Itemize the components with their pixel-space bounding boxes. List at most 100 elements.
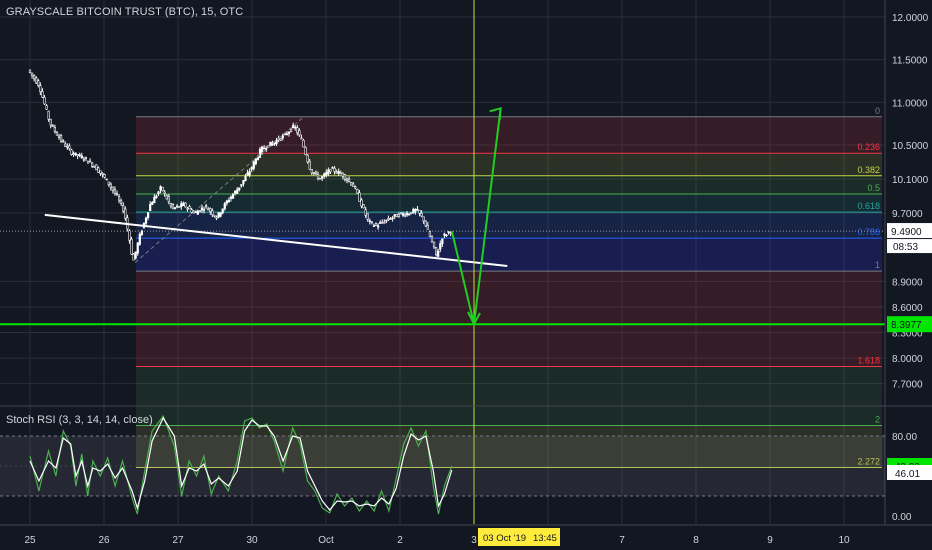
candle-body [64,143,67,147]
candle-body [130,238,133,255]
candle-body [372,225,376,227]
candle-body [401,213,405,216]
candle-body [333,167,336,172]
candle-body [86,160,90,164]
candle-body [122,205,125,212]
candle-body [424,220,427,227]
fib-zone [136,425,882,468]
price-tick-label: 8.3000 [892,329,923,340]
candle-body [37,80,40,86]
candle-body [443,233,446,236]
candle-body [109,183,112,188]
candle-body [171,204,175,209]
candle-body [287,131,291,134]
fib-anchor-line [134,116,305,263]
fib-zone [136,116,882,154]
candle-body [347,178,351,182]
candle-body [426,224,429,230]
candle-body [292,124,295,129]
candle-body [314,171,318,174]
candle-body [325,172,328,176]
time-tick-label: 30 [246,535,258,546]
candle-body [182,202,185,206]
fib-zone [136,193,882,213]
candle-body [188,206,191,210]
candle-body [95,164,98,171]
candle-body [238,187,241,191]
candle-body [279,138,282,141]
candle-body [403,214,407,217]
candle-body [271,142,274,146]
candle-body [376,225,380,228]
candle-body [101,172,104,175]
candle-body [242,180,245,185]
candle-body [120,200,123,204]
candle-body [151,202,154,206]
candle-body [33,74,36,80]
candle-body [368,220,371,223]
candle-body [147,212,150,218]
candle-body [124,208,127,219]
candle-body [70,149,73,155]
price-tick-label: 8.6000 [892,303,923,314]
candle-body [202,209,206,211]
fib-zone [136,175,882,194]
candle-body [176,205,179,208]
candle-body [209,208,212,212]
candle-body [62,140,65,143]
candle-body [66,145,69,148]
countdown-badge [887,239,932,254]
candle-body [144,217,148,224]
candle-body [285,133,289,136]
candle-body [178,206,181,208]
crosshair-time-badge [478,528,560,546]
candle-body [74,152,77,156]
candle-body [28,69,32,73]
candle-body [381,221,384,224]
time-tick-label: 8 [693,535,699,546]
candle-body [304,146,307,155]
price-tick-label: 9.7000 [892,209,923,220]
candle-body [420,212,423,217]
price-tick-label: 12.0000 [892,13,929,24]
candle-body [84,157,88,159]
candle-body [302,139,305,148]
candle-body [310,169,313,174]
fib-level-label: 2.272 [857,456,880,466]
candle-body [45,105,48,110]
candle-body [155,195,158,199]
candle-body [289,128,293,132]
candle-body [254,158,257,165]
candle-body [447,231,450,233]
candle-body [200,207,204,211]
candle-body [366,213,369,220]
candle-body [231,193,235,199]
candle-body [300,137,303,140]
candle-body [318,177,322,180]
candle-body [345,178,349,181]
candle-body [47,110,50,120]
candle-body [393,214,396,217]
candle-body [252,161,255,169]
candle-body [115,193,119,196]
chart-title: GRAYSCALE BITCOIN TRUST (BTC), 15, OTC [6,6,244,18]
candle-body [198,210,202,212]
fib-level-label: 2 [875,414,880,424]
candle-body [103,174,106,178]
trendline [44,213,508,268]
candle-body [157,191,160,195]
candle-body [258,148,262,158]
last-price-badge [887,223,932,239]
fib-level-label: 1 [875,260,880,270]
fib-level-label: 0.786 [857,227,880,237]
time-tick-label: 26 [98,535,110,546]
time-tick-label: 27 [172,535,184,546]
arrow-head-down [467,311,481,327]
candle-body [374,223,378,226]
time-tick-label: 7 [619,535,625,546]
fib-level-label: 0.382 [857,165,880,175]
candle-body [298,130,301,136]
price-tick-label: 10.1000 [892,175,929,186]
candle-body [93,166,96,168]
